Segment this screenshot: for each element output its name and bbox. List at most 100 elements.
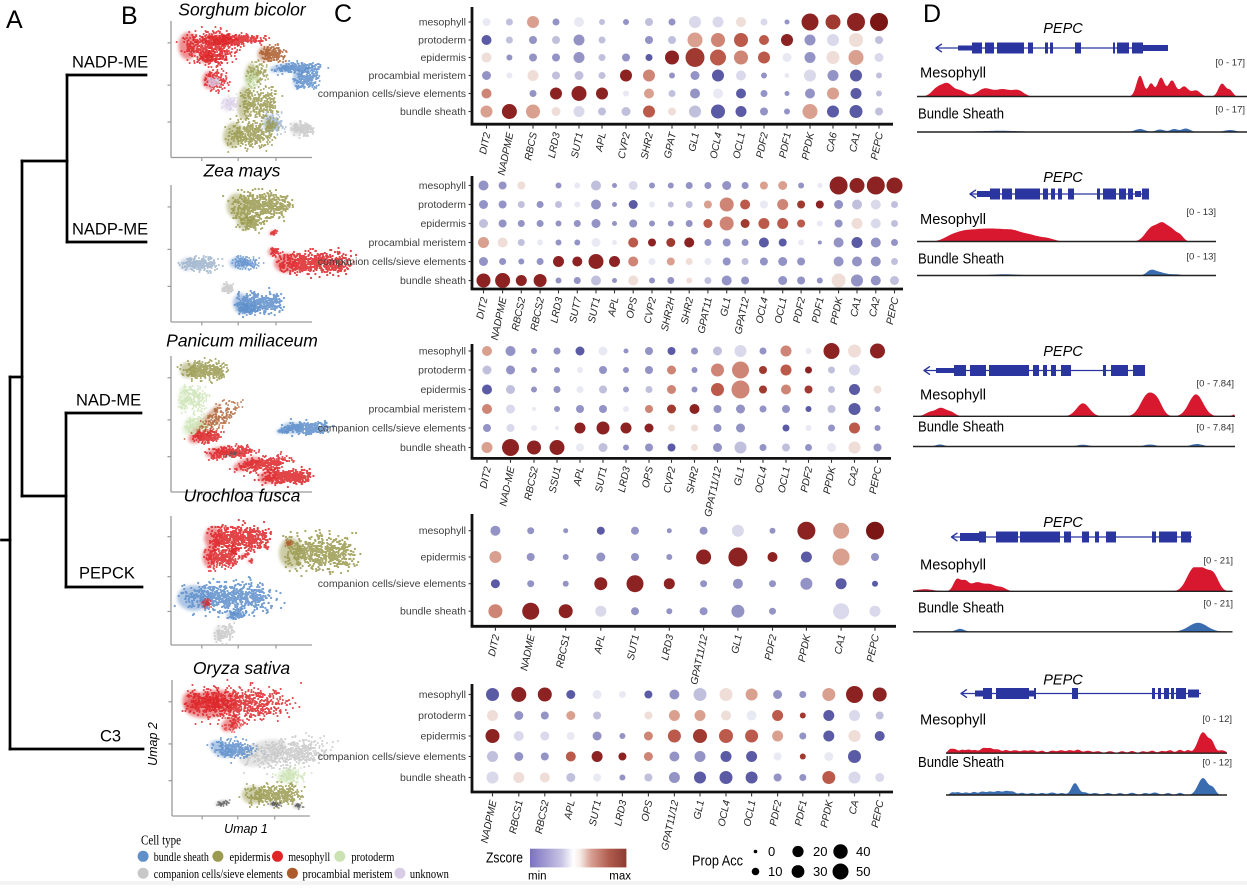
svg-text:Zscore: Zscore xyxy=(486,850,523,867)
svg-text:bundle sheath: bundle sheath xyxy=(400,772,466,784)
svg-text:PDF2: PDF2 xyxy=(763,633,779,661)
svg-text:mesophyll: mesophyll xyxy=(419,525,466,537)
svg-text:mesophyll: mesophyll xyxy=(419,17,466,29)
svg-text:LRD3: LRD3 xyxy=(660,633,676,661)
svg-text:NAD-ME: NAD-ME xyxy=(76,392,141,410)
svg-text:PDF1: PDF1 xyxy=(794,799,810,827)
svg-text:mesophyll: mesophyll xyxy=(288,849,330,864)
svg-text:bundle sheath: bundle sheath xyxy=(400,106,466,118)
svg-text:protoderm: protoderm xyxy=(418,365,466,377)
svg-text:companion cells/sieve elements: companion cells/sieve elements xyxy=(318,578,466,590)
svg-text:OCL1: OCL1 xyxy=(732,132,748,160)
svg-text:Bundle Sheath: Bundle Sheath xyxy=(918,251,1004,268)
svg-text:PEPC: PEPC xyxy=(1043,170,1083,186)
svg-text:OCL4: OCL4 xyxy=(755,296,771,325)
svg-text:GL1: GL1 xyxy=(733,466,748,487)
svg-text:CVP2: CVP2 xyxy=(617,131,633,160)
svg-text:LRD3: LRD3 xyxy=(613,799,629,827)
svg-text:APL: APL xyxy=(606,296,621,318)
svg-text:Mesophyll: Mesophyll xyxy=(920,712,986,729)
svg-text:APL: APL xyxy=(594,132,609,154)
svg-text:A: A xyxy=(6,6,23,34)
svg-text:Mesophyll: Mesophyll xyxy=(920,65,986,82)
svg-text:PDF1: PDF1 xyxy=(778,132,794,160)
svg-text:CA1: CA1 xyxy=(848,132,863,154)
svg-text:epidermis: epidermis xyxy=(420,384,466,396)
svg-text:PDF1: PDF1 xyxy=(811,296,827,324)
svg-text:Mesophyll: Mesophyll xyxy=(920,387,986,404)
svg-text:PEPC: PEPC xyxy=(1043,673,1083,689)
svg-text:companion cells/sieve elements: companion cells/sieve elements xyxy=(154,866,283,881)
svg-text:[0 - 21]: [0 - 21] xyxy=(1203,599,1233,610)
svg-text:PDF2: PDF2 xyxy=(755,131,771,159)
svg-text:epidermis: epidermis xyxy=(420,552,466,564)
svg-text:epidermis: epidermis xyxy=(420,52,466,64)
svg-text:Mesophyll: Mesophyll xyxy=(920,557,986,574)
svg-text:50: 50 xyxy=(856,864,870,879)
svg-text:bundle sheath: bundle sheath xyxy=(154,849,209,864)
svg-text:OPS: OPS xyxy=(641,466,656,490)
svg-text:10: 10 xyxy=(768,864,782,879)
svg-text:epidermis: epidermis xyxy=(420,731,466,743)
svg-text:SUT1: SUT1 xyxy=(594,466,610,494)
svg-text:NADP-ME: NADP-ME xyxy=(72,54,148,72)
svg-text:[0 - 7.84]: [0 - 7.84] xyxy=(1197,423,1235,434)
svg-text:GL1: GL1 xyxy=(719,296,734,317)
svg-text:C: C xyxy=(334,0,352,28)
svg-text:CA1: CA1 xyxy=(833,634,848,656)
svg-text:GL1: GL1 xyxy=(730,634,745,655)
svg-text:[0 - 7.84]: [0 - 7.84] xyxy=(1197,379,1235,390)
svg-text:procambial meristem: procambial meristem xyxy=(369,237,467,249)
svg-text:Sorghum bicolor: Sorghum bicolor xyxy=(178,0,307,20)
svg-text:PEPC: PEPC xyxy=(1043,21,1083,37)
svg-text:DIT2: DIT2 xyxy=(487,633,502,657)
svg-text:protoderm: protoderm xyxy=(418,35,466,47)
svg-text:CA2: CA2 xyxy=(847,465,862,487)
svg-text:OCL1: OCL1 xyxy=(742,799,758,827)
svg-text:LRD3: LRD3 xyxy=(547,131,563,159)
svg-text:OCL4: OCL4 xyxy=(709,131,725,160)
svg-text:GL1: GL1 xyxy=(692,799,707,820)
svg-text:PEPCK: PEPCK xyxy=(79,565,135,583)
svg-text:[0 - 21]: [0 - 21] xyxy=(1203,556,1233,567)
svg-text:SSU1: SSU1 xyxy=(548,466,564,494)
svg-text:CVP2: CVP2 xyxy=(643,296,659,325)
svg-text:protoderm: protoderm xyxy=(418,199,466,211)
svg-text:procambial meristem: procambial meristem xyxy=(369,70,467,82)
svg-text:bundle sheath: bundle sheath xyxy=(400,606,466,618)
svg-text:protoderm: protoderm xyxy=(418,710,466,722)
svg-text:Oryza sativa: Oryza sativa xyxy=(193,658,291,678)
svg-text:APL: APL xyxy=(593,634,608,656)
svg-text:[0 - 12]: [0 - 12] xyxy=(1202,758,1232,769)
svg-text:Umap 1: Umap 1 xyxy=(224,822,268,836)
svg-text:[0 - 13]: [0 - 13] xyxy=(1186,252,1216,263)
svg-text:LRD3: LRD3 xyxy=(617,465,633,493)
svg-text:0: 0 xyxy=(768,844,775,859)
svg-text:PEPC: PEPC xyxy=(1043,344,1083,360)
svg-text:Mesophyll: Mesophyll xyxy=(920,211,986,228)
svg-text:20: 20 xyxy=(813,844,827,859)
svg-text:OCL1: OCL1 xyxy=(773,296,789,324)
svg-text:unknown: unknown xyxy=(410,866,449,881)
svg-text:mesophyll: mesophyll xyxy=(419,689,466,701)
svg-text:epidermis: epidermis xyxy=(420,218,466,230)
svg-text:PDF2: PDF2 xyxy=(799,465,815,493)
svg-text:NADP-ME: NADP-ME xyxy=(72,221,148,239)
svg-text:OPS: OPS xyxy=(625,296,640,320)
svg-text:companion cells/sieve elements: companion cells/sieve elements xyxy=(318,423,466,435)
svg-text:procambial meristem: procambial meristem xyxy=(303,866,393,881)
svg-text:Panicum miliaceum: Panicum miliaceum xyxy=(166,331,318,351)
svg-text:CA: CA xyxy=(848,799,862,815)
svg-text:DIT2: DIT2 xyxy=(475,296,490,320)
svg-text:companion cells/sieve elements: companion cells/sieve elements xyxy=(318,751,466,763)
svg-text:CA1: CA1 xyxy=(849,296,864,318)
svg-text:Urochloa fusca: Urochloa fusca xyxy=(184,486,301,506)
svg-text:Prop Acc: Prop Acc xyxy=(692,853,743,870)
svg-text:procambial meristem: procambial meristem xyxy=(369,404,467,416)
svg-text:protoderm: protoderm xyxy=(351,849,394,864)
svg-text:D: D xyxy=(923,0,941,28)
svg-text:OCL4: OCL4 xyxy=(754,465,770,494)
svg-text:companion cells/sieve elements: companion cells/sieve elements xyxy=(318,256,466,268)
svg-text:APL: APL xyxy=(563,799,578,821)
svg-text:30: 30 xyxy=(813,864,827,879)
